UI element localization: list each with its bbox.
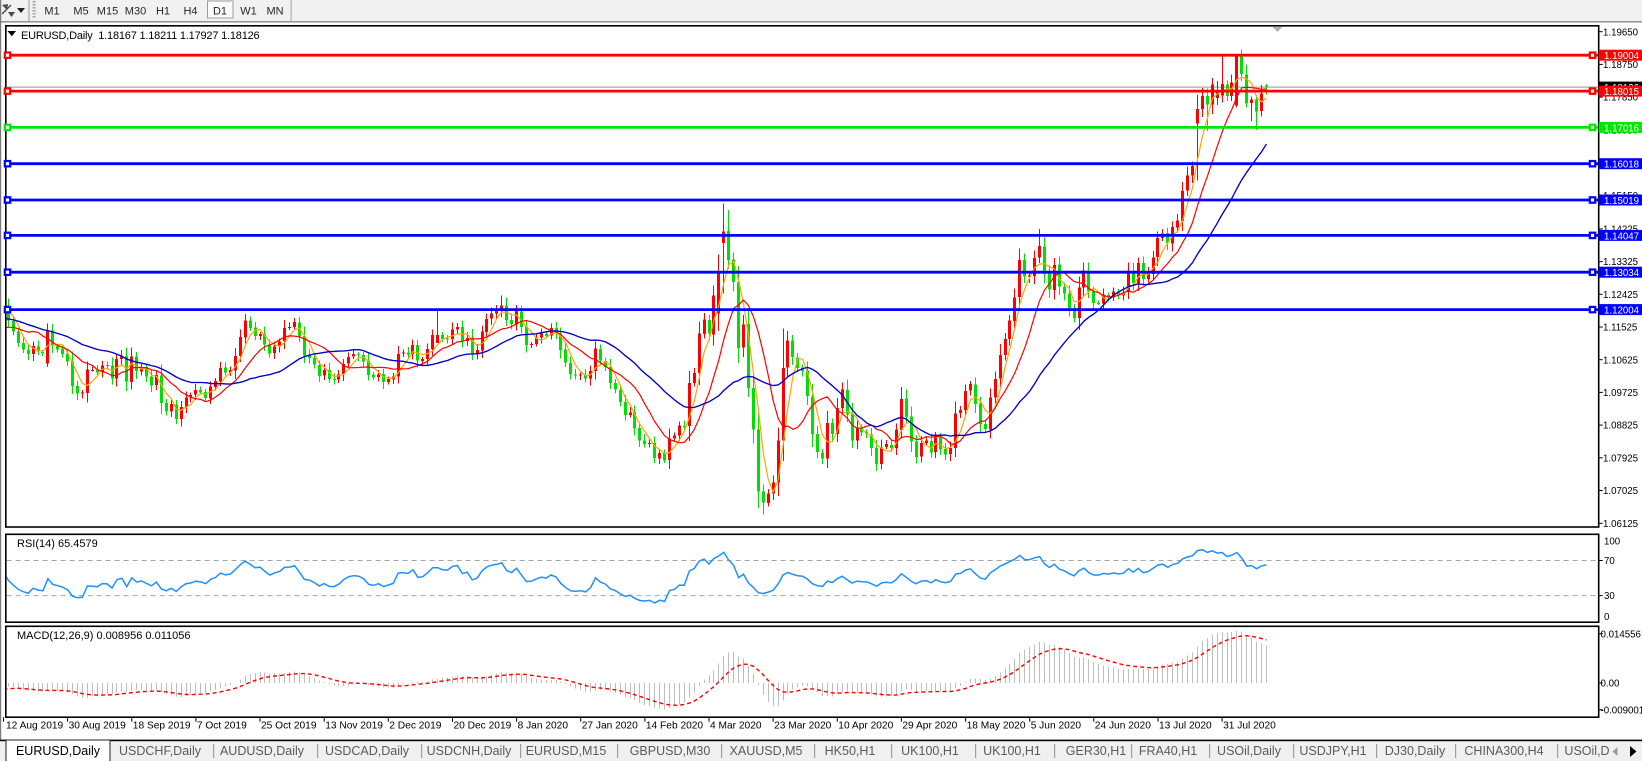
svg-text:1.11525: 1.11525 (1603, 323, 1637, 334)
svg-text:13 Nov 2019: 13 Nov 2019 (325, 721, 383, 732)
svg-text:1.13034: 1.13034 (1604, 268, 1640, 279)
svg-text:1.10625: 1.10625 (1603, 355, 1638, 366)
svg-text:EURUSD,Daily: EURUSD,Daily (16, 744, 101, 758)
svg-text:100: 100 (1604, 537, 1621, 548)
svg-text:H4: H4 (183, 6, 197, 18)
svg-text:UK100,H1: UK100,H1 (901, 744, 959, 758)
svg-text:USDJPY,H1: USDJPY,H1 (1299, 744, 1366, 758)
svg-text:EURUSD,M15: EURUSD,M15 (526, 744, 607, 758)
svg-text:XAUUSD,M5: XAUUSD,M5 (730, 744, 803, 758)
svg-text:1.07925: 1.07925 (1603, 453, 1638, 464)
svg-text:23 Mar 2020: 23 Mar 2020 (774, 721, 832, 732)
svg-text:-0.009001: -0.009001 (1601, 705, 1642, 716)
svg-text:AUDUSD,Daily: AUDUSD,Daily (220, 744, 305, 758)
svg-text:1.07025: 1.07025 (1603, 486, 1638, 497)
svg-text:GBPUSD,M30: GBPUSD,M30 (630, 744, 711, 758)
svg-text:0.014556: 0.014556 (1601, 629, 1641, 640)
svg-text:31 Jul 2020: 31 Jul 2020 (1223, 721, 1276, 732)
svg-text:M1: M1 (44, 6, 59, 18)
svg-text:20 Dec 2019: 20 Dec 2019 (454, 721, 512, 732)
svg-text:18 May 2020: 18 May 2020 (967, 721, 1026, 732)
svg-text:1.08825: 1.08825 (1603, 421, 1638, 432)
svg-text:D1: D1 (213, 6, 227, 18)
svg-text:1.14047: 1.14047 (1604, 231, 1639, 242)
svg-text:5 Jun 2020: 5 Jun 2020 (1031, 721, 1082, 732)
svg-text:18 Sep 2019: 18 Sep 2019 (133, 721, 191, 732)
svg-text:M5: M5 (73, 6, 88, 18)
svg-text:USDCAD,Daily: USDCAD,Daily (325, 744, 410, 758)
svg-text:1.15019: 1.15019 (1604, 196, 1639, 207)
svg-text:GER30,H1: GER30,H1 (1066, 744, 1126, 758)
svg-text:14 Feb 2020: 14 Feb 2020 (646, 721, 704, 732)
svg-text:1.06125: 1.06125 (1603, 519, 1638, 530)
svg-text:1.17016: 1.17016 (1604, 123, 1639, 134)
svg-text:1.17850: 1.17850 (1603, 93, 1639, 104)
svg-text:MN: MN (266, 6, 283, 18)
svg-text:10 Apr 2020: 10 Apr 2020 (838, 721, 893, 732)
svg-text:70: 70 (1604, 556, 1615, 567)
svg-text:1.18750: 1.18750 (1603, 60, 1639, 71)
svg-text:USOil,D: USOil,D (1564, 744, 1609, 758)
svg-text:25 Oct 2019: 25 Oct 2019 (261, 721, 317, 732)
svg-text:13 Jul 2020: 13 Jul 2020 (1159, 721, 1212, 732)
svg-text:4 Mar 2020: 4 Mar 2020 (710, 721, 762, 732)
svg-text:8 Jan 2020: 8 Jan 2020 (518, 721, 569, 732)
svg-text:1.16018: 1.16018 (1604, 160, 1639, 171)
svg-text:USDCHF,Daily: USDCHF,Daily (119, 744, 202, 758)
svg-text:1.18015: 1.18015 (1604, 87, 1639, 98)
svg-text:USOil,Daily: USOil,Daily (1217, 744, 1282, 758)
svg-text:12 Aug 2019: 12 Aug 2019 (6, 721, 64, 732)
svg-text:1.12004: 1.12004 (1604, 306, 1640, 317)
svg-text:1.12425: 1.12425 (1603, 290, 1638, 301)
svg-text:1.19004: 1.19004 (1604, 51, 1640, 62)
svg-text:DJ30,Daily: DJ30,Daily (1385, 744, 1446, 758)
svg-text:1.19650: 1.19650 (1603, 27, 1639, 38)
svg-text:USDCNH,Daily: USDCNH,Daily (427, 744, 512, 758)
svg-text:0: 0 (1604, 612, 1610, 623)
svg-text:30 Aug 2019: 30 Aug 2019 (69, 721, 127, 732)
svg-text:FRA40,H1: FRA40,H1 (1139, 744, 1197, 758)
svg-text:0.00: 0.00 (1601, 679, 1620, 690)
svg-text:27 Jan 2020: 27 Jan 2020 (582, 721, 638, 732)
svg-text:1.13325: 1.13325 (1603, 257, 1638, 268)
svg-text:2 Dec 2019: 2 Dec 2019 (389, 721, 441, 732)
svg-text:M15: M15 (97, 6, 118, 18)
svg-text:CHINA300,H4: CHINA300,H4 (1464, 744, 1543, 758)
svg-text:M30: M30 (125, 6, 146, 18)
svg-text:24 Jun 2020: 24 Jun 2020 (1095, 721, 1151, 732)
svg-text:MACD(12,26,9) 0.008956 0.01105: MACD(12,26,9) 0.008956 0.011056 (17, 630, 190, 642)
svg-text:EURUSD,Daily 1.18167 1.18211: EURUSD,Daily 1.18167 1.18211 1.17927 1.1… (21, 30, 260, 42)
svg-text:W1: W1 (240, 6, 257, 18)
svg-text:H1: H1 (156, 6, 170, 18)
svg-text:7 Oct 2019: 7 Oct 2019 (197, 721, 247, 732)
svg-text:HK50,H1: HK50,H1 (825, 744, 876, 758)
svg-text:1.09725: 1.09725 (1603, 388, 1638, 399)
svg-text:UK100,H1: UK100,H1 (983, 744, 1041, 758)
svg-text:30: 30 (1604, 591, 1615, 602)
svg-text:29 Apr 2020: 29 Apr 2020 (902, 721, 957, 732)
svg-text:RSI(14) 65.4579: RSI(14) 65.4579 (17, 538, 98, 550)
